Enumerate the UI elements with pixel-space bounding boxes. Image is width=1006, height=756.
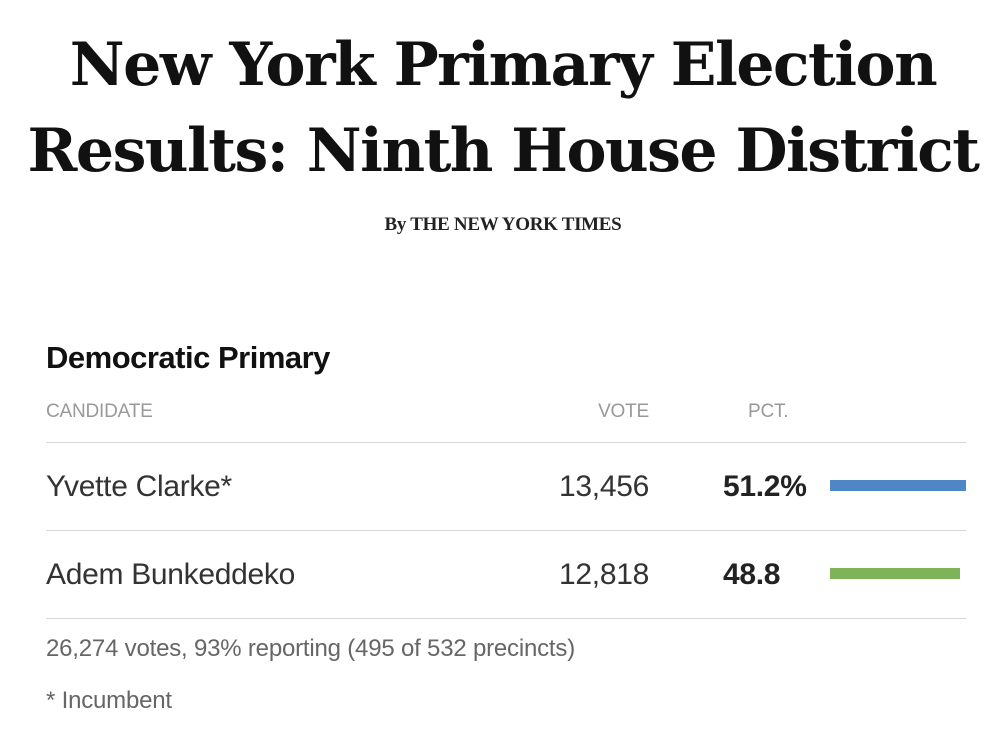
candidate-pct: 51.2% xyxy=(723,470,807,503)
byline: By THE NEW YORK TIMES xyxy=(0,214,1006,236)
candidate-vote: 13,456 xyxy=(559,470,649,503)
byline-author: THE NEW YORK TIMES xyxy=(410,214,622,235)
table-row: Yvette Clarke* 13,456 51.2% xyxy=(46,443,966,531)
table-row: Adem Bunkeddeko 12,818 48.8 xyxy=(46,531,966,619)
vote-share-bar xyxy=(830,568,960,579)
reporting-summary: 26,274 votes, 93% reporting (495 of 532 … xyxy=(46,635,575,662)
page-headline: New York Primary Election Results: Ninth… xyxy=(0,22,1006,194)
candidate-vote: 12,818 xyxy=(559,558,649,591)
column-header-candidate: CANDIDATE xyxy=(46,401,153,422)
headline-line-2: Results: Ninth House District xyxy=(27,116,980,186)
section-title: Democratic Primary xyxy=(46,340,330,375)
candidate-name: Yvette Clarke* xyxy=(46,470,232,503)
results-table: CANDIDATE VOTE PCT. Yvette Clarke* 13,45… xyxy=(46,395,966,619)
incumbent-note: * Incumbent xyxy=(46,687,172,714)
candidate-name: Adem Bunkeddeko xyxy=(46,558,296,591)
byline-prefix: By xyxy=(384,214,407,235)
column-header-pct: PCT. xyxy=(748,401,789,422)
headline-line-1: New York Primary Election xyxy=(69,30,938,100)
vote-share-bar xyxy=(830,480,966,491)
candidate-pct: 48.8 xyxy=(723,558,781,591)
table-header-row: CANDIDATE VOTE PCT. xyxy=(46,395,966,443)
column-header-vote: VOTE xyxy=(598,401,649,422)
